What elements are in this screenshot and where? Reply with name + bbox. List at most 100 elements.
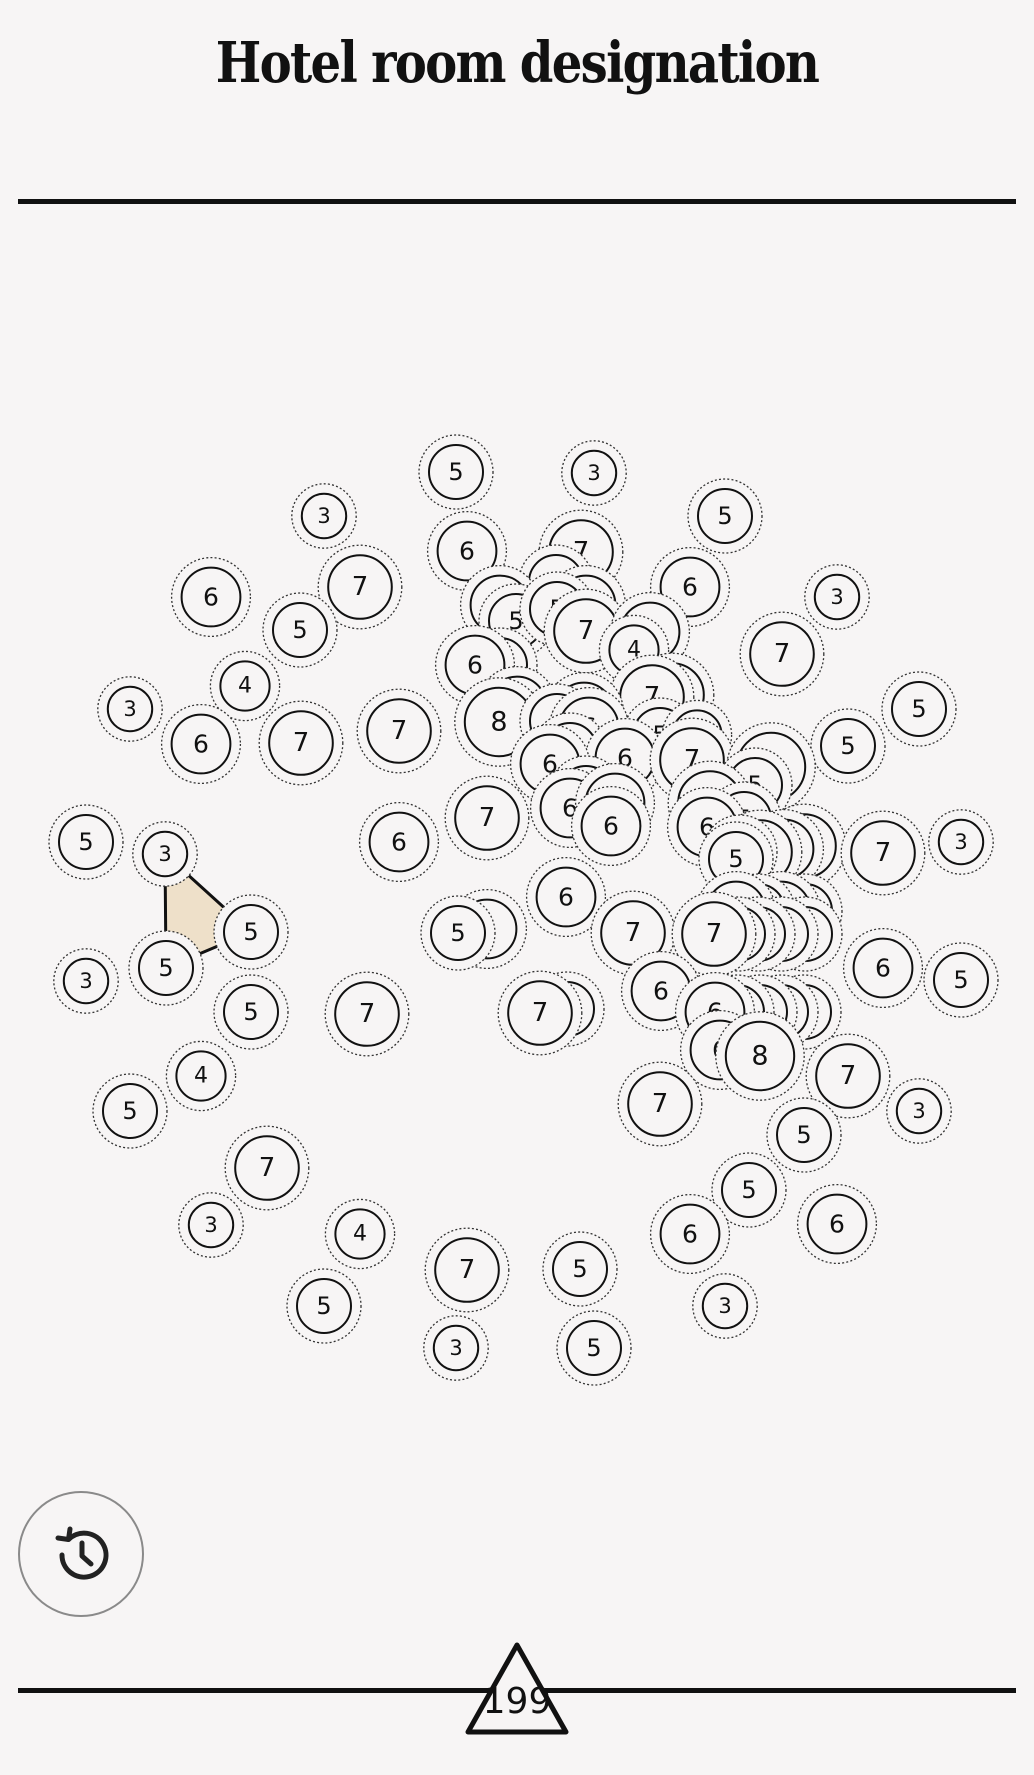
room-node[interactable]: 3 [886, 1078, 952, 1144]
room-node[interactable]: 3 [132, 821, 198, 887]
room-node[interactable]: 7 [258, 700, 344, 786]
room-node[interactable]: 5 [213, 974, 289, 1050]
room-node-circle [223, 984, 279, 1040]
room-node[interactable]: 3 [561, 440, 627, 506]
room-node-circle [820, 718, 876, 774]
room-node[interactable]: 7 [224, 1125, 310, 1211]
room-node[interactable]: 5 [420, 895, 496, 971]
room-node[interactable]: 5 [881, 671, 957, 747]
room-node[interactable]: 5 [687, 478, 763, 554]
room-node[interactable]: 5 [556, 1310, 632, 1386]
room-node-label: 6 [682, 573, 698, 602]
room-node[interactable]: 7 [356, 688, 442, 774]
room-node[interactable]: 6 [170, 556, 252, 638]
room-node-circle [368, 811, 430, 873]
room-node[interactable]: 3 [178, 1192, 244, 1258]
room-node[interactable]: 7 [497, 970, 583, 1056]
room-node[interactable]: 7 [424, 1227, 510, 1313]
room-node[interactable]: 3 [804, 564, 870, 630]
room-node[interactable]: 6 [842, 927, 924, 1009]
move-counter: 199 [465, 1642, 569, 1735]
room-node[interactable]: 5 [766, 1097, 842, 1173]
room-node-circle [180, 566, 242, 628]
room-node-label: 3 [587, 461, 600, 485]
room-node-circle [272, 602, 328, 658]
room-node-label: 6 [459, 537, 475, 566]
room-node[interactable]: 3 [928, 809, 994, 875]
room-node[interactable]: 6 [525, 856, 607, 938]
room-node[interactable]: 6 [160, 703, 242, 785]
room-node-label: 3 [830, 585, 843, 609]
room-node[interactable]: 4 [165, 1040, 237, 1112]
room-node[interactable]: 4 [324, 1198, 396, 1270]
room-node-circle [566, 1320, 622, 1376]
room-node[interactable]: 5 [213, 894, 289, 970]
room-node-label: 3 [123, 697, 136, 721]
room-node[interactable]: 5 [923, 942, 999, 1018]
room-node-label: 5 [796, 1121, 811, 1149]
room-node[interactable]: 7 [805, 1033, 891, 1119]
room-node-circle [187, 1201, 235, 1249]
room-node-circle [813, 573, 861, 621]
room-node-circle [749, 621, 815, 687]
room-node[interactable]: 5 [48, 804, 124, 880]
room-node[interactable]: 7 [739, 611, 825, 697]
room-node-label: 5 [243, 998, 258, 1026]
room-node[interactable]: 5 [92, 1073, 168, 1149]
room-node-circle [141, 830, 189, 878]
room-node[interactable]: 7 [317, 544, 403, 630]
room-node-label: 4 [627, 638, 641, 663]
room-node-circle [776, 1107, 832, 1163]
room-node[interactable]: 3 [53, 948, 119, 1014]
header-divider [18, 199, 1016, 204]
history-button[interactable] [18, 1491, 144, 1617]
room-node-circle [366, 698, 432, 764]
room-node[interactable]: 7 [671, 891, 757, 977]
room-node-circle [106, 685, 154, 733]
room-node-label: 5 [840, 732, 855, 760]
room-node-label: 4 [238, 674, 252, 699]
room-node[interactable]: 6 [358, 801, 440, 883]
room-node-label: 4 [194, 1064, 208, 1089]
room-node[interactable]: 5 [542, 1231, 618, 1307]
room-node[interactable]: 5 [128, 930, 204, 1006]
room-node-label: 5 [717, 502, 732, 530]
room-node[interactable]: 3 [97, 676, 163, 742]
room-node[interactable]: 3 [291, 483, 357, 549]
room-node-label: 7 [293, 728, 310, 758]
room-node[interactable]: 3 [423, 1315, 489, 1381]
room-node-label: 5 [158, 954, 173, 982]
room-node[interactable]: 5 [711, 1152, 787, 1228]
room-node[interactable]: 4 [209, 650, 281, 722]
room-node-circle [430, 905, 486, 961]
room-node[interactable]: 6 [796, 1183, 878, 1265]
room-node-label: 5 [448, 458, 463, 486]
room-node-circle [701, 1282, 749, 1330]
room-node-label: 5 [586, 1334, 601, 1362]
room-node-circle [432, 1324, 480, 1372]
room-node-circle [223, 904, 279, 960]
room-node[interactable]: 5 [262, 592, 338, 668]
room-node[interactable]: 6 [649, 1193, 731, 1275]
room-node-circle [434, 1237, 500, 1303]
room-node[interactable]: 5 [286, 1268, 362, 1344]
room-node-label: 6 [193, 730, 209, 759]
room-node-label: 7 [391, 716, 408, 746]
room-node-label: 8 [490, 707, 507, 738]
room-node-circle [62, 957, 110, 1005]
room-node-label: 7 [652, 1089, 669, 1119]
room-node[interactable]: 5 [810, 708, 886, 784]
room-node[interactable]: 7 [324, 971, 410, 1057]
room-node-label: 7 [625, 918, 642, 948]
room-node[interactable]: 7 [444, 775, 530, 861]
room-node[interactable]: 7 [840, 810, 926, 896]
room-node-label: 5 [911, 695, 926, 723]
room-node[interactable]: 3 [692, 1273, 758, 1339]
room-node-circle [580, 795, 642, 857]
room-node[interactable]: 6 [570, 785, 652, 867]
room-node[interactable]: 7 [617, 1061, 703, 1147]
room-node[interactable]: 5 [418, 434, 494, 510]
room-node[interactable]: 8 [715, 1011, 805, 1101]
room-node-circle [334, 1208, 386, 1260]
